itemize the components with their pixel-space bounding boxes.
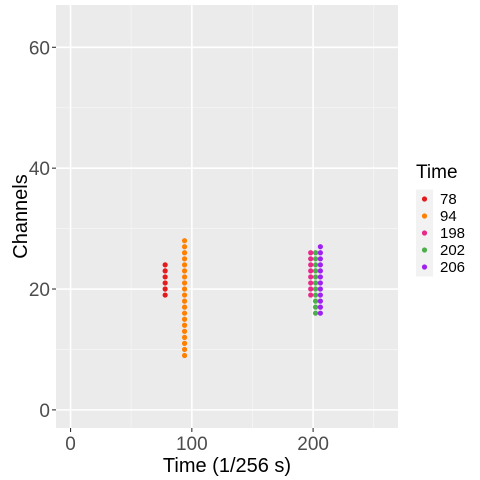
data-point-time-206 <box>317 250 323 256</box>
legend-label: 202 <box>440 242 465 259</box>
plot-panel <box>56 5 398 428</box>
data-point-time-198 <box>308 256 314 262</box>
data-point-time-94 <box>181 280 188 286</box>
data-point-time-94 <box>181 322 188 328</box>
data-point-time-94 <box>181 268 188 274</box>
data-point-time-94 <box>181 316 188 322</box>
data-point-time-198 <box>308 262 314 268</box>
data-point-time-94 <box>181 298 188 304</box>
major-gridlines <box>56 5 398 428</box>
data-point-time-198 <box>308 268 314 274</box>
data-point-time-198 <box>308 280 314 286</box>
data-point-time-94 <box>181 310 188 316</box>
data-point-time-206 <box>317 262 323 268</box>
data-point-time-94 <box>181 352 188 359</box>
data-point-time-78 <box>162 274 168 280</box>
y-tick-label: 20 <box>29 280 50 301</box>
y-tick-label: 40 <box>29 159 50 180</box>
data-point-time-202 <box>312 304 319 310</box>
legend-key-198 <box>421 230 428 236</box>
data-point-time-78 <box>162 286 168 292</box>
data-point-time-202 <box>312 250 319 256</box>
data-point-time-94 <box>181 244 188 250</box>
data-point-time-94 <box>181 346 188 353</box>
data-point-time-78 <box>162 268 168 274</box>
data-point-time-206 <box>317 298 323 304</box>
data-point-time-202 <box>312 280 319 286</box>
minor-gridlines <box>56 5 398 428</box>
data-point-time-202 <box>312 292 319 298</box>
legend-label: 198 <box>440 225 465 242</box>
data-point-time-206 <box>317 310 323 316</box>
x-tick-label: 200 <box>297 434 329 455</box>
data-point-time-206 <box>317 268 323 274</box>
data-point-time-202 <box>312 274 319 280</box>
legend-key-206 <box>421 264 428 270</box>
legend-label: 78 <box>440 191 457 208</box>
data-point-time-94 <box>181 328 188 334</box>
legend-label: 94 <box>440 208 457 225</box>
data-point-time-94 <box>181 250 188 256</box>
y-axis-title: Channels <box>10 174 32 259</box>
data-point-time-206 <box>317 280 323 286</box>
data-point-time-198 <box>308 250 314 256</box>
data-point-time-206 <box>317 286 323 292</box>
data-point-time-198 <box>308 292 314 298</box>
data-point-time-94 <box>181 334 188 340</box>
data-point-time-94 <box>181 256 188 262</box>
data-point-time-78 <box>162 262 168 268</box>
data-points <box>162 238 323 359</box>
data-point-time-206 <box>317 274 323 280</box>
y-tick-label: 60 <box>29 38 50 59</box>
data-point-time-206 <box>317 256 323 262</box>
legend-title: Time <box>416 162 458 183</box>
data-point-time-94 <box>181 304 188 310</box>
data-point-time-78 <box>162 280 168 286</box>
data-point-time-94 <box>181 262 188 268</box>
data-point-time-206 <box>317 292 323 298</box>
legend-key-78 <box>421 196 428 202</box>
data-point-time-78 <box>162 292 168 298</box>
data-point-time-94 <box>181 238 188 244</box>
x-tick-label: 0 <box>65 434 76 455</box>
x-tick-label: 100 <box>176 434 208 455</box>
data-point-time-202 <box>312 268 319 274</box>
legend-label: 206 <box>440 259 465 276</box>
data-point-time-202 <box>312 262 319 268</box>
data-point-time-202 <box>312 298 319 304</box>
y-tick-label: 0 <box>39 401 50 422</box>
legend-key-94 <box>421 213 428 219</box>
legend-key-202 <box>421 247 428 253</box>
data-point-time-206 <box>317 304 323 310</box>
data-point-time-198 <box>308 274 314 280</box>
data-point-time-206 <box>317 244 323 250</box>
data-point-time-202 <box>312 286 319 292</box>
data-point-time-94 <box>181 286 188 292</box>
data-point-time-94 <box>181 274 188 280</box>
data-point-time-198 <box>308 286 314 292</box>
data-point-time-202 <box>312 310 319 316</box>
data-point-time-202 <box>312 256 319 262</box>
x-axis-title: Time (1/256 s) <box>163 455 291 477</box>
y-axis: 0 20 40 60 <box>29 38 56 422</box>
data-point-time-94 <box>181 292 188 298</box>
x-axis: 0 100 200 <box>65 428 329 455</box>
data-point-time-94 <box>181 340 188 346</box>
